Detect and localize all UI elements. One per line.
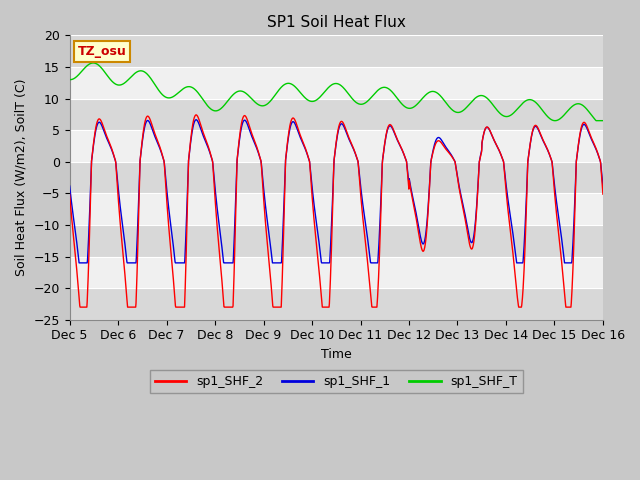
- sp1_SHF_T: [270, 94, 278, 100]
- Line: sp1_SHF_1: sp1_SHF_1: [70, 120, 603, 263]
- sp1_SHF_1: [298, 137, 305, 143]
- sp1_SHF_T: [551, 118, 559, 123]
- sp1_SHF_1: [477, 149, 485, 155]
- sp1_SHF_2: [66, 191, 74, 197]
- sp1_SHF_T: [599, 118, 607, 123]
- Line: sp1_SHF_T: sp1_SHF_T: [70, 63, 603, 120]
- sp1_SHF_2: [599, 191, 607, 197]
- sp1_SHF_2: [76, 304, 84, 310]
- sp1_SHF_T: [297, 91, 305, 96]
- sp1_SHF_2: [477, 150, 485, 156]
- Bar: [70, 225, 603, 256]
- sp1_SHF_2: [298, 135, 305, 141]
- sp1_SHF_1: [192, 117, 200, 122]
- Text: TZ_osu: TZ_osu: [77, 45, 127, 58]
- sp1_SHF_2: [141, 120, 148, 126]
- sp1_SHF_1: [483, 125, 490, 131]
- Bar: [70, 67, 603, 98]
- Bar: [70, 193, 603, 225]
- sp1_SHF_T: [66, 77, 74, 83]
- sp1_SHF_1: [76, 260, 83, 266]
- sp1_SHF_1: [66, 183, 74, 189]
- Bar: [70, 130, 603, 162]
- sp1_SHF_T: [558, 114, 566, 120]
- sp1_SHF_T: [90, 60, 97, 66]
- sp1_SHF_T: [141, 69, 148, 75]
- sp1_SHF_2: [558, 264, 566, 270]
- sp1_SHF_2: [270, 304, 278, 310]
- Y-axis label: Soil Heat Flux (W/m2), SoilT (C): Soil Heat Flux (W/m2), SoilT (C): [15, 79, 28, 276]
- Bar: [70, 36, 603, 67]
- Bar: [70, 162, 603, 193]
- sp1_SHF_T: [482, 95, 490, 100]
- Bar: [70, 256, 603, 288]
- sp1_SHF_1: [599, 183, 607, 189]
- Bar: [70, 98, 603, 130]
- sp1_SHF_1: [141, 124, 148, 130]
- Legend: sp1_SHF_2, sp1_SHF_1, sp1_SHF_T: sp1_SHF_2, sp1_SHF_1, sp1_SHF_T: [150, 370, 522, 393]
- sp1_SHF_T: [477, 93, 485, 98]
- Line: sp1_SHF_2: sp1_SHF_2: [70, 115, 603, 307]
- sp1_SHF_2: [192, 112, 200, 118]
- Bar: [70, 288, 603, 320]
- sp1_SHF_1: [270, 260, 278, 266]
- sp1_SHF_1: [558, 240, 566, 246]
- X-axis label: Time: Time: [321, 348, 351, 361]
- Title: SP1 Soil Heat Flux: SP1 Soil Heat Flux: [267, 15, 406, 30]
- sp1_SHF_2: [483, 124, 490, 130]
